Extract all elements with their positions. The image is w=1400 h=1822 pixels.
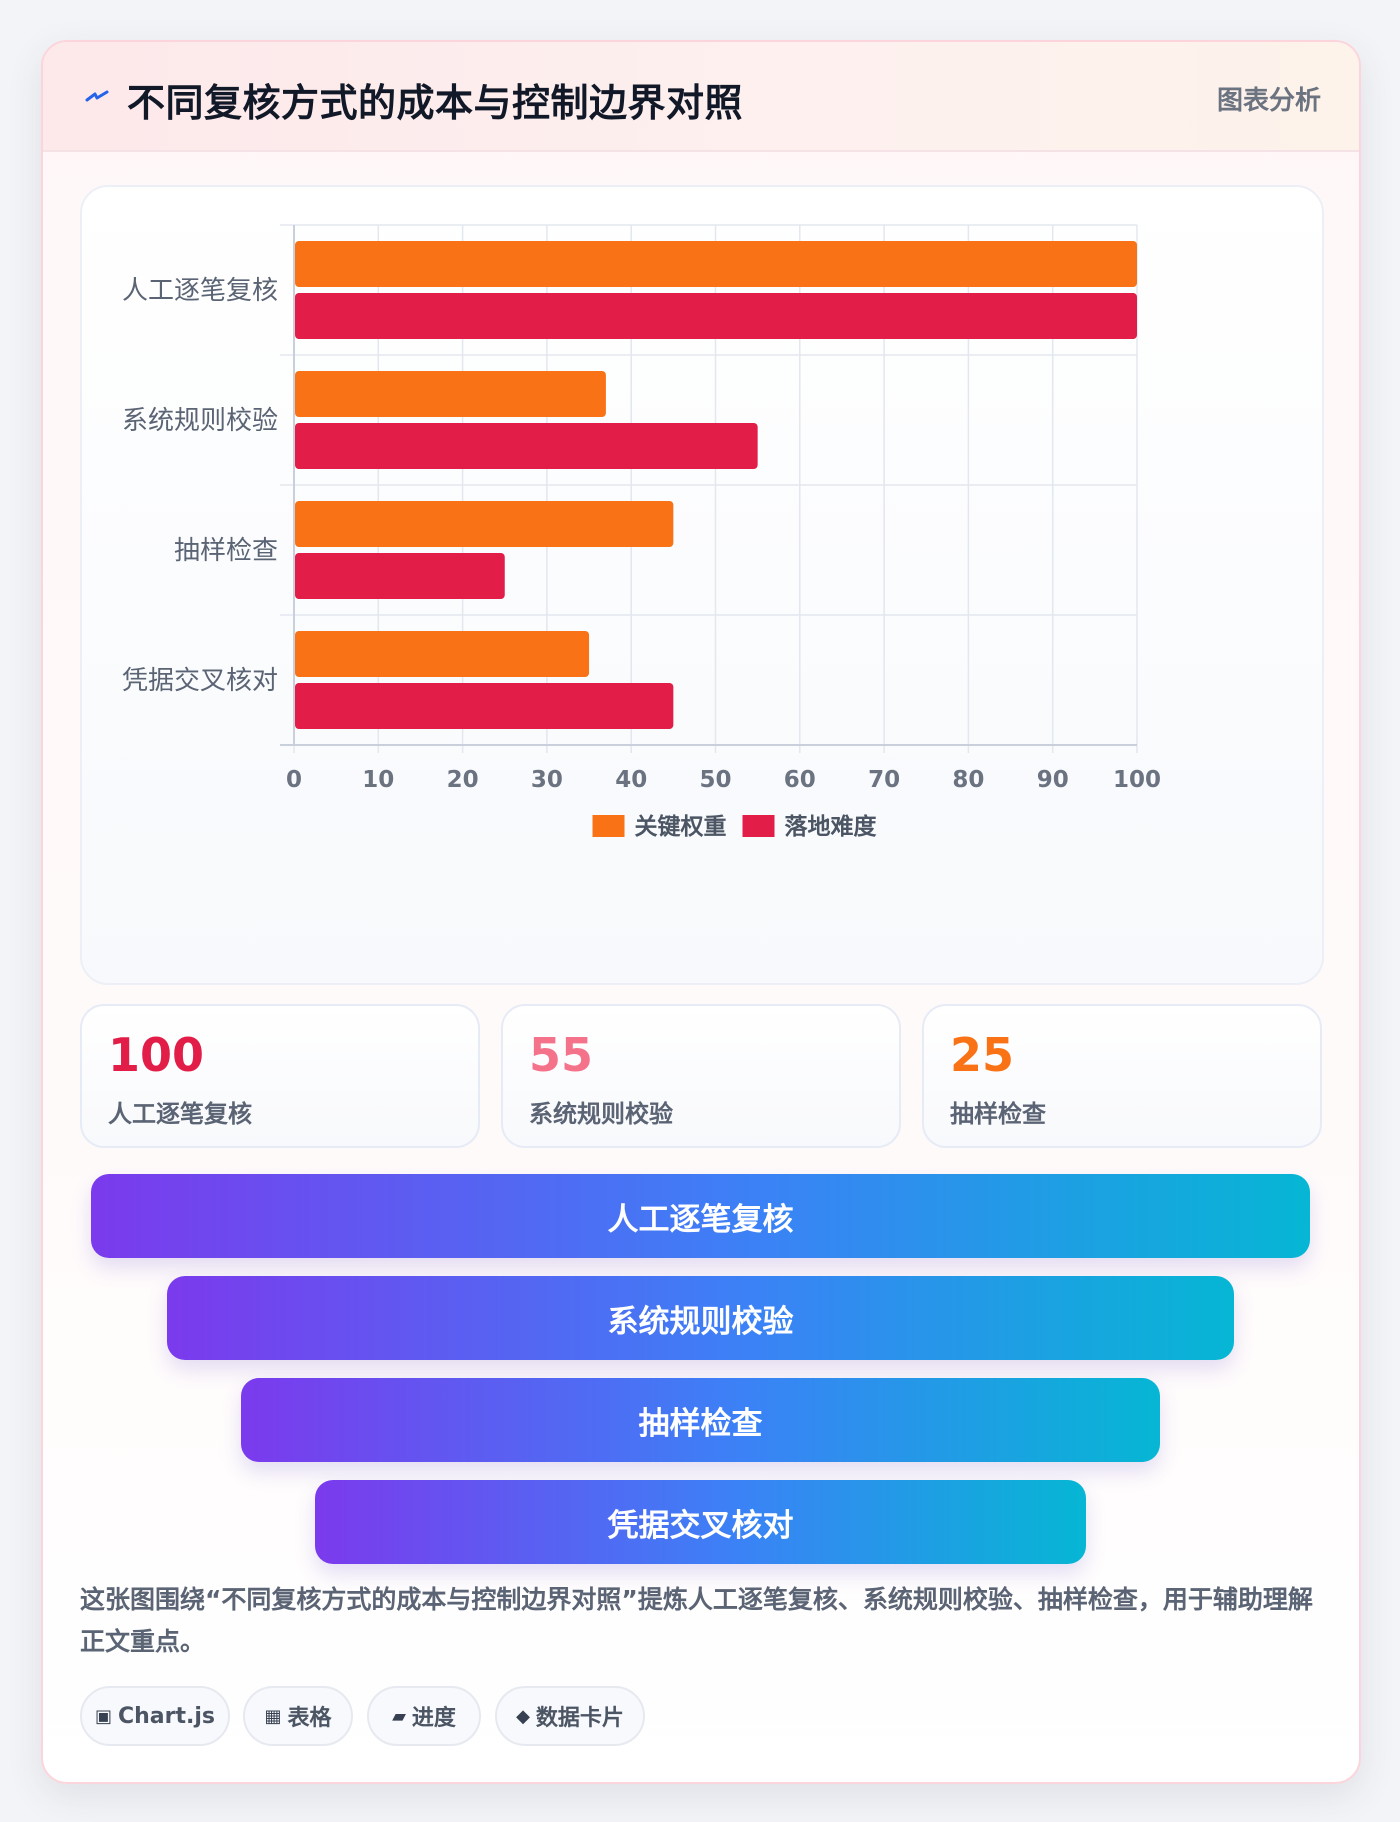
chart-description: 这张图围绕“不同复核方式的成本与控制边界对照”提炼人工逐笔复核、系统规则校验、抽… (80, 1585, 1313, 1656)
x-tick-label: 70 (868, 767, 900, 793)
bar (295, 241, 1137, 287)
x-tick-label: 50 (699, 767, 731, 793)
chart-icon: ▣ (94, 1705, 112, 1727)
bar (295, 293, 1137, 339)
category-label: 抽样检查 (174, 536, 278, 566)
chip-progress[interactable]: ▰ 进度 (367, 1686, 481, 1746)
funnel-bar-2: 系统规则校验 (167, 1276, 1234, 1360)
table-icon: ▦ (264, 1705, 282, 1727)
funnel-bar-4: 凭据交叉核对 (315, 1480, 1086, 1564)
legend-label: 落地难度 (785, 813, 878, 840)
stat-card-3: 25 抽样检查 (922, 1004, 1322, 1148)
chip-data-card[interactable]: ◆ 数据卡片 (495, 1686, 645, 1746)
stat-value: 25 (950, 1028, 1015, 1082)
chart-card: 不同复核方式的成本与控制边界对照 图表分析 人工逐笔复核 系统规则校验 抽样检查 凭据… (41, 40, 1361, 1784)
x-tick-label: 0 (286, 767, 302, 793)
category-label: 人工逐笔复核 (122, 276, 278, 306)
stat-label: 人工逐笔复核 (108, 1100, 252, 1128)
diamond-icon: ◆ (516, 1705, 530, 1727)
bar (295, 553, 505, 599)
x-tick-label: 80 (952, 767, 984, 793)
chip-label: 进度 (411, 1706, 456, 1731)
bar (295, 501, 674, 547)
stat-label: 系统规则校验 (529, 1100, 673, 1128)
stat-label: 抽样检查 (950, 1100, 1046, 1128)
x-tick-label: 90 (1037, 767, 1069, 793)
x-tick-label: 10 (362, 767, 394, 793)
bar-chart-panel: 人工逐笔复核 系统规则校验抽样检查凭据交叉核对 0 10 20 30 40 50 60 70 80 9… (80, 185, 1324, 985)
x-tick-label: 30 (531, 767, 563, 793)
page-title: 不同复核方式的成本与控制边界对照 (127, 81, 744, 125)
x-tick-label: 60 (784, 767, 816, 793)
bar (295, 371, 606, 417)
chip-label: 表格 (287, 1706, 332, 1731)
progress-icon: ▰ (392, 1705, 406, 1727)
x-tick-label: 20 (447, 767, 479, 793)
funnel-bar-3: 抽样检查 (241, 1378, 1160, 1462)
stat-value: 55 (529, 1028, 594, 1082)
stat-card-1: 100 人工逐笔复核 (80, 1004, 480, 1148)
stat-value: 100 (108, 1028, 205, 1082)
category-label: 系统规则校验 (122, 406, 278, 436)
legend-label: 关键权重 (635, 813, 727, 840)
bar (295, 631, 590, 677)
x-tick-label: 100 (1113, 767, 1161, 793)
x-tick-label: 40 (615, 767, 647, 793)
chip-chartjs[interactable]: ▣ Chart.js (80, 1686, 230, 1746)
chart-analysis-tag: 图表分析 (1216, 86, 1321, 116)
card-header: 不同复核方式的成本与控制边界对照 图表分析 (43, 42, 1359, 152)
chip-label: Chart.js (118, 1703, 216, 1729)
funnel-bar-1: 人工逐笔复核 (91, 1174, 1310, 1258)
legend-swatch (742, 815, 775, 837)
bar (295, 423, 758, 469)
stat-card-2: 55 系统规则校验 (501, 1004, 901, 1148)
bar (295, 683, 674, 729)
legend-swatch (592, 815, 625, 837)
lightning-icon (85, 90, 109, 102)
chip-label: 数据卡片 (535, 1706, 624, 1731)
chip-table[interactable]: ▦ 表格 (243, 1686, 353, 1746)
category-label: 凭据交叉核对 (122, 666, 278, 696)
